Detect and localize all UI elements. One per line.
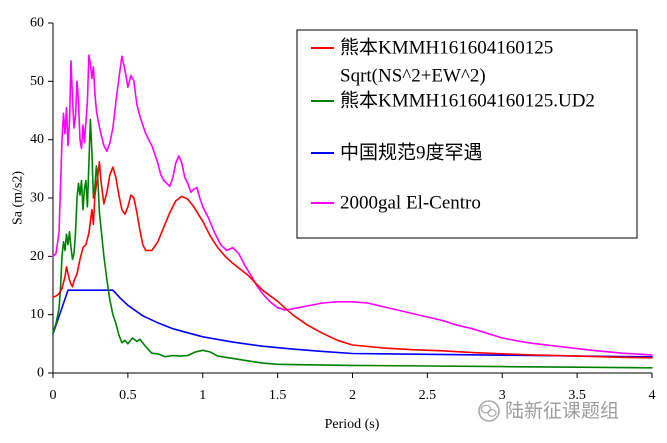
wechat-icon bbox=[478, 400, 500, 422]
legend-label-kumamoto-ud2: 熊本KMMH161604160125.UD2 bbox=[340, 90, 595, 112]
series-line-china-code-9-degree-rare bbox=[52, 289, 653, 358]
x-tick-label: 0.5 bbox=[119, 388, 137, 403]
legend-label-kumamoto-sqrt-line-2: Sqrt(NS^2+EW^2) bbox=[340, 66, 486, 87]
series-layer bbox=[52, 54, 653, 369]
y-tick-label: 50 bbox=[30, 74, 44, 89]
x-tick-label: 0 bbox=[50, 388, 57, 403]
series-line-kumamoto-sqrt-ns-ew bbox=[52, 161, 653, 359]
y-tick-label: 20 bbox=[30, 249, 44, 264]
legend-label-china-code-9-degree-rare: 中国规范9度罕遇 bbox=[340, 142, 483, 164]
series-line-el-centro-2000gal bbox=[52, 54, 653, 356]
x-axis-title: Period (s) bbox=[325, 417, 380, 432]
legend-label-kumamoto-sqrt-line-1: 熊本KMMH161604160125 bbox=[340, 37, 553, 59]
legend-label-el-centro-2000gal: 2000gal El-Centro bbox=[340, 193, 481, 214]
legend-frame bbox=[296, 29, 638, 239]
legend: 熊本KMMH161604160125 Sqrt(NS^2+EW^2) 熊本KMM… bbox=[296, 29, 638, 239]
watermark: 陆新征课题组 bbox=[478, 400, 619, 422]
x-tick-label: 2 bbox=[349, 388, 356, 403]
y-tick-label: 40 bbox=[30, 132, 44, 147]
y-tick-label: 60 bbox=[30, 16, 44, 31]
watermark-text: 陆新征课题组 bbox=[505, 400, 619, 422]
x-tick-label: 3.5 bbox=[568, 388, 586, 403]
x-tick-label: 2.5 bbox=[419, 388, 437, 403]
x-tick-label: 1 bbox=[199, 388, 206, 403]
x-tick-label: 4 bbox=[649, 388, 656, 403]
x-axis-ticks: 0 0.5 1 1.5 2 2.5 3 3.5 4 bbox=[50, 373, 656, 403]
y-axis-title: Sa (m/s2) bbox=[11, 171, 26, 225]
y-tick-label: 30 bbox=[30, 191, 44, 206]
x-tick-label: 1.5 bbox=[269, 388, 287, 403]
y-axis-ticks: 0 10 20 30 40 50 60 bbox=[30, 16, 53, 381]
x-tick-label: 3 bbox=[499, 388, 506, 403]
y-tick-label: 10 bbox=[30, 307, 44, 322]
series-line-kumamoto-ud2 bbox=[52, 118, 653, 369]
plot-area: 0 0.5 1 1.5 2 2.5 3 3.5 4 0 10 20 30 40 50 60 Period (… bbox=[11, 16, 656, 433]
y-tick-label: 0 bbox=[37, 366, 44, 381]
